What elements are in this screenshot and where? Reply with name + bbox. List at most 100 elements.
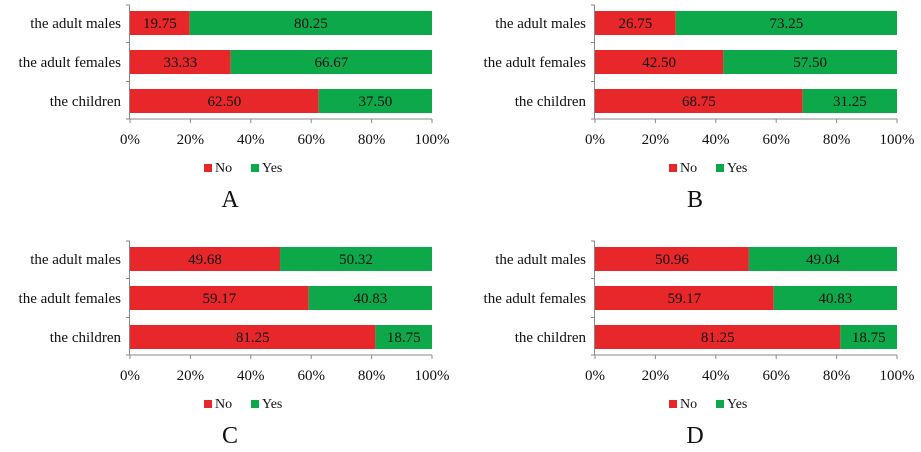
bar-segment-yes: [280, 247, 432, 271]
category-label: the adult females: [484, 55, 587, 71]
bar-segment-yes: [802, 89, 897, 113]
bar-segment-no: [595, 89, 803, 113]
chart-panel-b: the adult males the adult females the chil…: [465, 0, 921, 216]
category-label: the children: [515, 330, 587, 346]
chart-svg-c: the adult males the adult females the chil…: [19, 240, 450, 449]
legend-label-no: No: [215, 397, 232, 412]
x-tick-label: 80%: [823, 368, 851, 384]
x-tick-label: 0%: [585, 132, 605, 148]
x-tick-label: 60%: [297, 368, 325, 384]
category-label: the children: [50, 94, 122, 110]
bar-segment-yes: [318, 89, 432, 113]
data-label: 40.83: [353, 291, 387, 307]
legend-swatch-no: [669, 400, 677, 408]
x-tick-label: 20%: [177, 368, 205, 384]
panel-label: C: [222, 423, 238, 449]
legend-label-no: No: [680, 161, 697, 176]
bar-segment-no: [130, 50, 231, 74]
x-tick-label: 20%: [642, 132, 670, 148]
data-label: 37.50: [359, 94, 393, 110]
category-label: the children: [515, 94, 587, 110]
panel-label: D: [686, 423, 703, 449]
data-label: 26.75: [619, 16, 653, 32]
x-tick-label: 0%: [585, 368, 605, 384]
legend-swatch-no: [204, 164, 212, 172]
category-label: the adult females: [19, 291, 122, 307]
bar-segment-no: [130, 11, 190, 35]
chart-svg-b: the adult males the adult females the chil…: [484, 4, 915, 213]
bar-segment-yes: [375, 325, 432, 349]
chart-svg-a: the adult males the adult females the chil…: [19, 4, 450, 213]
category-label: the children: [50, 330, 122, 346]
legend-swatch-yes: [716, 164, 724, 172]
data-label: 18.75: [852, 330, 886, 346]
x-tick-label: 40%: [702, 368, 730, 384]
legend-label-yes: Yes: [727, 397, 747, 412]
x-tick-label: 60%: [762, 132, 790, 148]
x-tick-label: 0%: [120, 368, 140, 384]
category-label: the adult males: [495, 16, 586, 32]
data-label: 59.17: [202, 291, 236, 307]
bar-segment-no: [595, 325, 841, 349]
x-tick-label: 80%: [358, 368, 386, 384]
bar-segment-yes: [748, 247, 897, 271]
bar-segment-yes: [230, 50, 432, 74]
data-label: 18.75: [387, 330, 421, 346]
data-label: 49.04: [806, 252, 840, 268]
bar-segment-no: [595, 286, 774, 310]
panel-label: B: [687, 187, 703, 213]
data-label: 42.50: [642, 55, 676, 71]
data-label: 62.50: [208, 94, 242, 110]
x-tick-label: 60%: [762, 368, 790, 384]
bar-segment-no: [130, 286, 309, 310]
chart-svg-d: the adult males the adult females the chil…: [484, 240, 915, 449]
data-label: 68.75: [682, 94, 716, 110]
data-label: 40.83: [818, 291, 852, 307]
legend-swatch-no: [669, 164, 677, 172]
bar-segment-no: [595, 11, 676, 35]
chart-panel-c: the adult males the adult females the chil…: [0, 236, 456, 452]
x-tick-label: 100%: [415, 368, 450, 384]
data-label: 33.33: [163, 55, 197, 71]
category-label: the adult males: [30, 16, 121, 32]
bar-segment-yes: [773, 286, 897, 310]
x-tick-label: 100%: [880, 132, 915, 148]
bar-segment-no: [595, 247, 749, 271]
bar-segment-no: [595, 50, 724, 74]
data-label: 81.25: [701, 330, 735, 346]
x-tick-label: 40%: [237, 368, 265, 384]
data-label: 80.25: [294, 16, 328, 32]
data-label: 31.25: [833, 94, 867, 110]
legend-label-yes: Yes: [262, 397, 282, 412]
legend-label-yes: Yes: [727, 161, 747, 176]
legend-swatch-yes: [251, 164, 259, 172]
x-tick-label: 20%: [177, 132, 205, 148]
category-label: the adult females: [484, 291, 587, 307]
bar-segment-no: [130, 325, 376, 349]
bar-segment-yes: [840, 325, 897, 349]
legend-swatch-no: [204, 400, 212, 408]
legend-label-no: No: [680, 397, 697, 412]
category-label: the adult males: [495, 252, 586, 268]
chart-panel-a: the adult males the adult females the chil…: [0, 0, 456, 216]
x-tick-label: 20%: [642, 368, 670, 384]
x-tick-label: 100%: [880, 368, 915, 384]
bar-segment-no: [130, 89, 319, 113]
x-tick-label: 100%: [415, 132, 450, 148]
data-label: 66.67: [314, 55, 348, 71]
data-label: 19.75: [143, 16, 177, 32]
x-tick-label: 0%: [120, 132, 140, 148]
data-label: 73.25: [770, 16, 804, 32]
category-label: the adult males: [30, 252, 121, 268]
data-label: 59.17: [667, 291, 701, 307]
x-tick-label: 80%: [823, 132, 851, 148]
category-label: the adult females: [19, 55, 122, 71]
legend-swatch-yes: [251, 400, 259, 408]
x-tick-label: 60%: [297, 132, 325, 148]
x-tick-label: 80%: [358, 132, 386, 148]
bar-segment-no: [130, 247, 281, 271]
bar-segment-yes: [189, 11, 432, 35]
panel-label: A: [221, 187, 239, 213]
legend-swatch-yes: [716, 400, 724, 408]
data-label: 57.50: [793, 55, 827, 71]
